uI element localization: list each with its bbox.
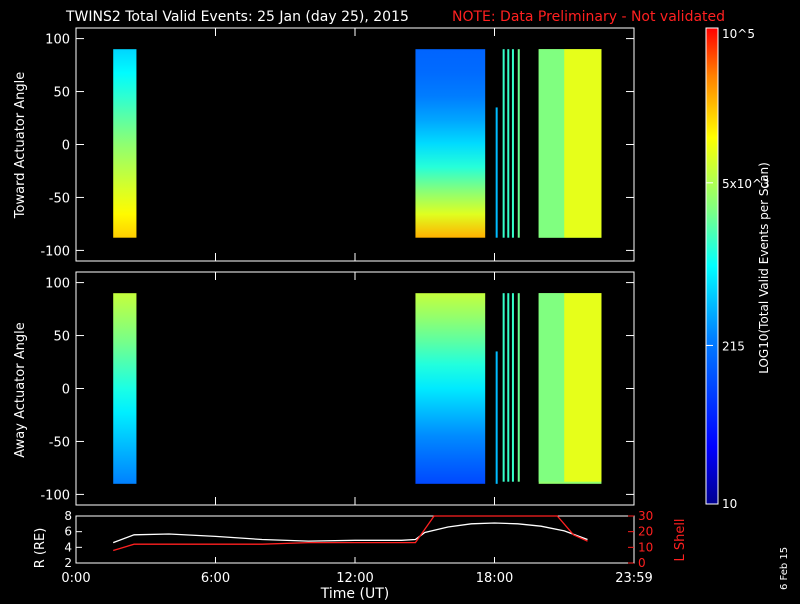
date-stamp: 6 Feb 15 [779, 547, 790, 590]
time-tick-label: 6:00 [201, 571, 230, 586]
chart-title: TWINS2 Total Valid Events: 25 Jan (day 2… [65, 9, 409, 25]
heatmap-block [415, 49, 486, 238]
lshell-tick-label: 0 [638, 556, 646, 570]
away-y-ticks: 100 50 0 -50 -100 [40, 277, 634, 503]
colorbar [705, 27, 719, 505]
lshell-axis-label: L Shell [673, 518, 688, 561]
y-tick-label: 100 [45, 277, 70, 292]
colorbar-tick-label: 215 [722, 339, 745, 353]
scan-line [502, 293, 505, 482]
heatmap-block [113, 49, 137, 238]
time-tick-label: 0:00 [61, 571, 90, 586]
heatmap-block [495, 107, 498, 238]
lshell-tick-label: 20 [638, 525, 653, 539]
colorbar-tick-label: 5x10^3 [722, 177, 770, 191]
away-ylabel: Away Actuator Angle [13, 322, 28, 457]
heatmap-band [564, 49, 602, 238]
toward-y-ticks: 100 50 0 -50 -100 [40, 33, 634, 259]
y-tick-label: 0 [62, 139, 70, 154]
heatmap-block [495, 351, 498, 484]
heatmap-band [538, 293, 565, 482]
y-tick-label: -50 [49, 191, 70, 206]
scan-line [507, 49, 510, 238]
r-line [112, 522, 588, 544]
scan-line [517, 293, 520, 482]
y-tick-label: -100 [40, 488, 70, 503]
orbit-lines [112, 515, 588, 552]
r-tick-label: 2 [64, 556, 72, 570]
panel-away: 100 50 0 -50 -100 Away Actuator Angle [13, 271, 635, 506]
scan-line [507, 293, 510, 482]
scan-line [502, 49, 505, 238]
colorbar-ticks: 10 215 5x10^3 10^5 [706, 27, 770, 511]
scan-line [511, 293, 514, 482]
r-tick-label: 8 [64, 509, 72, 523]
heatmap-band [564, 293, 602, 482]
heatmap-block [113, 293, 137, 484]
lshell-line [113, 515, 588, 552]
toward-heatmap [113, 49, 602, 238]
colorbar-label: LOG10(Total Valid Events per Scan) [757, 162, 771, 374]
y-tick-label: 100 [45, 33, 70, 48]
away-heatmap [113, 293, 602, 484]
time-tick-label: 23:59 [615, 571, 652, 586]
y-tick-label: -100 [40, 244, 70, 259]
preliminary-note: NOTE: Data Preliminary - Not validated [452, 9, 725, 25]
lshell-tick-label: 30 [638, 509, 653, 523]
r-tick-label: 6 [64, 525, 72, 539]
time-axis-ticks: 0:00 6:00 12:00 18:00 23:59 [61, 557, 653, 586]
away-x-ticks [75, 272, 635, 505]
y-tick-label: 50 [53, 86, 70, 101]
toward-x-ticks [75, 28, 635, 261]
colorbar-tick-label: 10 [722, 497, 737, 511]
r-axis-label: R (RE) [33, 528, 48, 569]
colorbar-tick-label: 10^5 [722, 27, 755, 41]
y-tick-label: -50 [49, 435, 70, 450]
toward-ylabel: Toward Actuator Angle [13, 72, 28, 219]
scan-line [517, 49, 520, 238]
time-axis-label: Time (UT) [320, 586, 389, 600]
y-tick-label: 0 [62, 383, 70, 398]
y-tick-label: 50 [53, 330, 70, 345]
panel-toward: 100 50 0 -50 -100 Toward Actuator Angle [13, 27, 635, 262]
r-tick-label: 4 [64, 540, 72, 554]
lshell-tick-label: 10 [638, 540, 653, 554]
time-tick-label: 12:00 [336, 571, 373, 586]
heatmap-band [538, 49, 565, 238]
heatmap-block [415, 293, 486, 484]
scan-line [511, 49, 514, 238]
time-tick-label: 18:00 [476, 571, 513, 586]
